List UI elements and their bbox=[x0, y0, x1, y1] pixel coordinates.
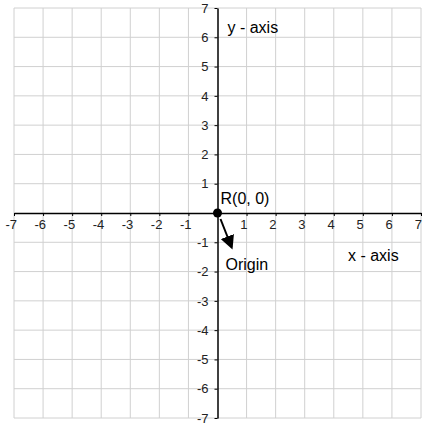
tick-label: 5 bbox=[201, 59, 208, 74]
y-axis-label: y - axis bbox=[228, 19, 279, 36]
tick-label: 2 bbox=[269, 217, 276, 232]
tick-label: -5 bbox=[197, 352, 209, 367]
tick-mark bbox=[215, 8, 218, 9]
tick-label: 6 bbox=[386, 217, 393, 232]
tick: -1 bbox=[180, 213, 192, 232]
tick: -2 bbox=[197, 264, 218, 279]
tick-label: -7 bbox=[5, 217, 17, 232]
tick-mark bbox=[215, 389, 218, 390]
tick-label: -5 bbox=[64, 217, 76, 232]
tick: -4 bbox=[93, 213, 105, 232]
tick-label: 4 bbox=[327, 217, 334, 232]
tick-mark bbox=[247, 213, 248, 216]
tick-mark bbox=[215, 359, 218, 360]
tick-label: 2 bbox=[201, 147, 208, 162]
tick: 4 bbox=[327, 213, 334, 232]
tick: -4 bbox=[197, 323, 218, 338]
tick-label: -6 bbox=[197, 381, 209, 396]
tick-label: 3 bbox=[298, 217, 305, 232]
tick: 3 bbox=[201, 118, 217, 133]
tick-label: -7 bbox=[197, 411, 209, 426]
tick: -7 bbox=[5, 213, 17, 232]
plot-area bbox=[213, 209, 222, 218]
tick-mark bbox=[215, 418, 218, 419]
x-axis-label: x - axis bbox=[348, 247, 399, 264]
tick-mark bbox=[215, 67, 218, 68]
tick-label: -2 bbox=[151, 217, 163, 232]
tick-label: 6 bbox=[201, 30, 208, 45]
tick-mark bbox=[215, 330, 218, 331]
tick-label: 1 bbox=[240, 217, 247, 232]
tick-mark bbox=[305, 213, 306, 216]
tick: 6 bbox=[386, 213, 393, 232]
tick: 3 bbox=[298, 213, 305, 232]
tick-mark bbox=[215, 154, 218, 155]
tick-mark bbox=[215, 96, 218, 97]
tick-mark bbox=[188, 213, 189, 216]
tick-label: 3 bbox=[201, 118, 208, 133]
tick-mark bbox=[72, 213, 73, 216]
tick: -3 bbox=[197, 294, 218, 309]
tick-mark bbox=[215, 184, 218, 185]
tick-label: -6 bbox=[35, 217, 47, 232]
tick-label: -3 bbox=[122, 217, 134, 232]
tick-label: -4 bbox=[93, 217, 105, 232]
tick: -2 bbox=[151, 213, 163, 232]
tick-mark bbox=[14, 213, 15, 216]
point bbox=[213, 209, 222, 218]
annotation: Origin bbox=[226, 256, 269, 273]
grid-line-y bbox=[14, 8, 421, 9]
x-axis: -7 -6 -5 -4 -3 -2 -1 1 2 3 4 5 6 7 bbox=[5, 213, 421, 232]
tick: 7 bbox=[415, 213, 422, 232]
tick-label: 7 bbox=[201, 1, 208, 16]
tick: 1 bbox=[201, 176, 217, 191]
tick-label: 7 bbox=[415, 217, 422, 232]
tick: -5 bbox=[64, 213, 76, 232]
tick-label: 4 bbox=[201, 89, 208, 104]
tick-mark bbox=[276, 213, 277, 216]
tick: -6 bbox=[35, 213, 47, 232]
tick-mark bbox=[130, 213, 131, 216]
tick-mark bbox=[215, 272, 218, 273]
tick: 2 bbox=[269, 213, 276, 232]
tick-mark bbox=[363, 213, 364, 216]
tick-mark bbox=[392, 213, 393, 216]
tick-label: -2 bbox=[197, 264, 209, 279]
tick: 5 bbox=[356, 213, 363, 232]
tick: 4 bbox=[201, 89, 217, 104]
tick: 7 bbox=[201, 1, 217, 16]
tick: -6 bbox=[197, 381, 218, 396]
tick-mark bbox=[421, 213, 422, 216]
tick-mark bbox=[215, 242, 218, 243]
tick-mark bbox=[215, 37, 218, 38]
tick-mark bbox=[43, 213, 44, 216]
grid-line-x bbox=[14, 8, 15, 418]
grid bbox=[14, 8, 421, 418]
tick: -1 bbox=[197, 235, 218, 250]
tick-label: -4 bbox=[197, 323, 209, 338]
tick-label: -3 bbox=[197, 294, 209, 309]
annotation-arrow bbox=[221, 219, 232, 247]
point-label: R(0, 0) bbox=[221, 190, 270, 207]
tick: 6 bbox=[201, 30, 217, 45]
tick-mark bbox=[334, 213, 335, 216]
tick-label: -1 bbox=[197, 235, 209, 250]
tick-label: 1 bbox=[201, 176, 208, 191]
tick-mark bbox=[215, 301, 218, 302]
chart: -7 -6 -5 -4 -3 -2 -1 1 2 3 4 5 6 7 -7 -6 -5 -4 -3 -2 -1 1 2 3 4 5… bbox=[0, 0, 435, 434]
tick-mark bbox=[215, 125, 218, 126]
tick: 2 bbox=[201, 147, 217, 162]
tick: -5 bbox=[197, 352, 218, 367]
tick: -3 bbox=[122, 213, 134, 232]
tick: 1 bbox=[240, 213, 247, 232]
point-labels: R(0, 0) bbox=[221, 190, 270, 207]
tick-mark bbox=[101, 213, 102, 216]
tick-mark bbox=[159, 213, 160, 216]
tick: 5 bbox=[201, 59, 217, 74]
tick: -7 bbox=[197, 411, 218, 426]
tick-label: 5 bbox=[356, 217, 363, 232]
tick-label: -1 bbox=[180, 217, 192, 232]
